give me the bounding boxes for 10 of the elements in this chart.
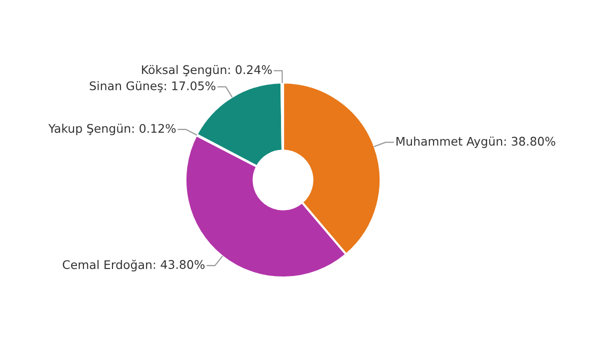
slice-label: Sinan Güneş [90, 81, 163, 92]
slice-label: Köksal Şengün [142, 64, 226, 76]
slice-label: Cemal Erdoğan [62, 260, 152, 272]
data-label: : 17.05% [164, 81, 216, 90]
data-label: : 0.24% [228, 65, 272, 74]
data-label: : 0.12% [132, 124, 176, 133]
slice-label: Yakup Şengün [48, 124, 130, 136]
data-label: : 38.80% [504, 136, 556, 146]
slice-label: Muhammet Aygün [396, 136, 502, 148]
data-label: : 43.80% [154, 260, 205, 269]
